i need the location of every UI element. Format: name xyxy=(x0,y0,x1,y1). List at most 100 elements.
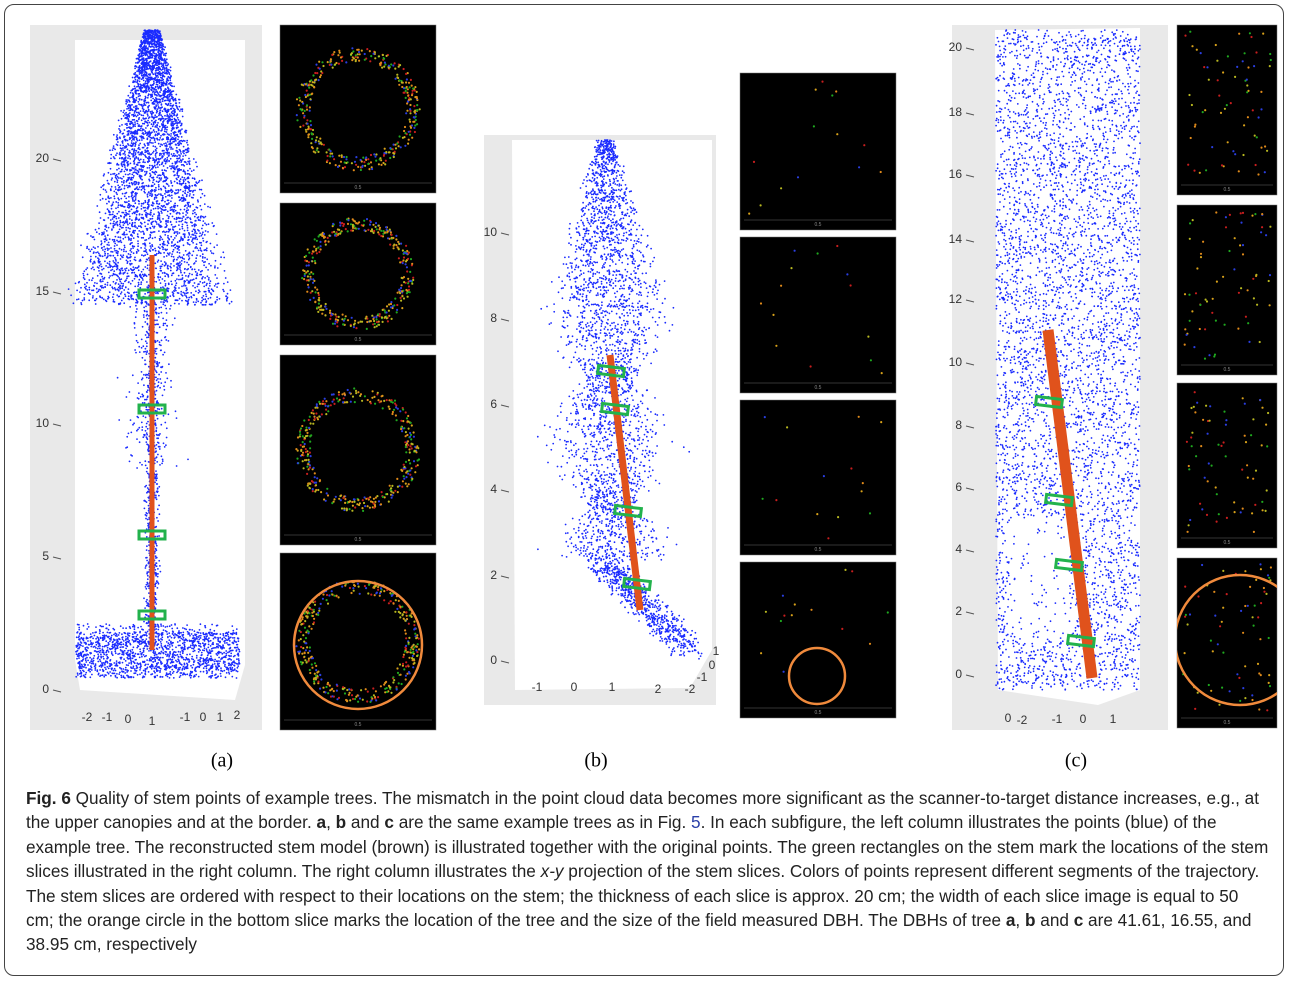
x-tick-label: 0 xyxy=(125,712,132,726)
slice-scale-label: 0.5 xyxy=(1224,540,1231,546)
x-tick-label: 0 xyxy=(1005,711,1012,725)
slice-marker xyxy=(137,403,167,415)
y-tick xyxy=(500,575,510,579)
caption-text: . In each subfigure, the left column ill… xyxy=(26,812,1269,882)
slice-marker xyxy=(137,609,167,621)
x-tick-label: -1 xyxy=(102,710,113,724)
caption-text: are 41.61, 16.55, and 38.95 cm, respecti… xyxy=(26,910,1252,955)
caption-ref: a xyxy=(1005,910,1016,931)
x-tick-label: -1 xyxy=(180,710,191,724)
slice-marker xyxy=(1043,492,1075,508)
y-tick-label: 15 xyxy=(36,284,50,298)
caption-ref: a xyxy=(316,812,327,833)
caption-italic: x-y xyxy=(540,861,564,882)
slice-image xyxy=(279,552,437,731)
slice-scale-label: 0.5 xyxy=(815,222,822,228)
y-tick xyxy=(52,689,62,693)
dbh-circle xyxy=(1177,573,1277,707)
caption-text: , xyxy=(326,812,336,833)
x-tick-label: 2 xyxy=(234,708,241,722)
x-tick-label: 0 xyxy=(200,710,207,724)
slice-image xyxy=(1176,557,1278,729)
y-tick-label: 2 xyxy=(955,604,962,618)
slice-marker xyxy=(595,363,627,379)
caption: Fig. 6 Quality of stem points of example… xyxy=(26,786,1270,957)
slice-marker xyxy=(599,401,631,417)
caption-ref: c xyxy=(1073,910,1084,931)
y-tick xyxy=(965,174,975,178)
y-tick-label: 10 xyxy=(36,416,50,430)
y-tick-label: 4 xyxy=(955,542,962,556)
slice-scale-label: 0.5 xyxy=(815,385,822,391)
y-tick xyxy=(500,318,510,322)
y-tick xyxy=(965,674,975,678)
slice-marker xyxy=(1065,633,1097,649)
x-tick-label: 0 xyxy=(571,680,578,694)
slice-scale-label: 0.5 xyxy=(1224,367,1231,373)
y-tick xyxy=(965,112,975,116)
x-tick-label: 1 xyxy=(149,714,156,728)
x-tick-label: 1 xyxy=(1110,712,1117,726)
slice-scale-label: 0.5 xyxy=(815,547,822,553)
y-tick-label: 10 xyxy=(949,355,963,369)
y-tick-label: 4 xyxy=(490,482,497,496)
x-tick-label: 2 xyxy=(655,682,662,696)
caption-text: Quality of stem points of example trees.… xyxy=(26,788,1260,833)
slice-scale-label: 0.5 xyxy=(355,337,362,343)
y-tick xyxy=(500,660,510,664)
figure-link[interactable]: 5 xyxy=(691,812,701,833)
y-tick-label: 0 xyxy=(42,682,49,696)
caption-ref: c xyxy=(384,812,394,833)
y-tick xyxy=(965,425,975,429)
slice-image xyxy=(1176,382,1278,549)
caption-text: , xyxy=(1015,910,1025,931)
y-tick xyxy=(965,362,975,366)
slice-marker xyxy=(137,529,167,541)
y-tick xyxy=(500,404,510,408)
figure-frame xyxy=(4,4,1284,976)
point-cloud xyxy=(67,29,241,679)
caption-text: projection of the stem slices. Colors of… xyxy=(26,861,1260,931)
y-tick xyxy=(52,158,62,162)
y-tick-label: 12 xyxy=(949,292,963,306)
slice-scale-label: 0.5 xyxy=(815,710,822,716)
y-tick-label: 20 xyxy=(36,151,50,165)
y-tick xyxy=(500,489,510,493)
caption-text: are the same example trees as in Fig. xyxy=(393,812,692,833)
caption-ref: b xyxy=(335,812,347,833)
slice-image xyxy=(739,561,897,719)
y-tick xyxy=(965,239,975,243)
x-tick-label: -2 xyxy=(685,682,696,696)
y-tick-label: 5 xyxy=(42,549,49,563)
dbh-circle xyxy=(787,646,847,706)
slice-marker xyxy=(1033,394,1065,410)
slice-points xyxy=(1213,566,1272,711)
y-tick xyxy=(965,487,975,491)
panel-inner xyxy=(995,28,1140,705)
panel-inner xyxy=(512,140,712,690)
y-tick-label: 10 xyxy=(484,225,498,239)
slice-image xyxy=(739,236,897,394)
y-tick-label: 18 xyxy=(949,105,963,119)
x-tick-label: -1 xyxy=(697,670,708,684)
slice-scale-label: 0.5 xyxy=(1224,187,1231,193)
x-tick-label: 1 xyxy=(609,680,616,694)
point-cloud xyxy=(995,29,1141,691)
figure-label: Fig. 6 xyxy=(26,788,71,808)
x-tick-label: -1 xyxy=(532,680,543,694)
slice-marker xyxy=(612,503,644,519)
slice-scale-label: 0.5 xyxy=(355,537,362,543)
x-tick-label: -1 xyxy=(1052,712,1063,726)
x-tick-label: -2 xyxy=(1017,713,1028,727)
slice-image xyxy=(279,354,437,546)
dbh-circle xyxy=(292,579,424,711)
x-tick-label: 1 xyxy=(713,644,720,658)
y-tick xyxy=(52,556,62,560)
y-tick-label: 8 xyxy=(955,418,962,432)
y-tick-label: 6 xyxy=(490,397,497,411)
x-tick-label: 0 xyxy=(709,658,716,672)
slice-marker xyxy=(1053,557,1085,573)
y-tick xyxy=(52,291,62,295)
slice-image xyxy=(1176,24,1278,196)
